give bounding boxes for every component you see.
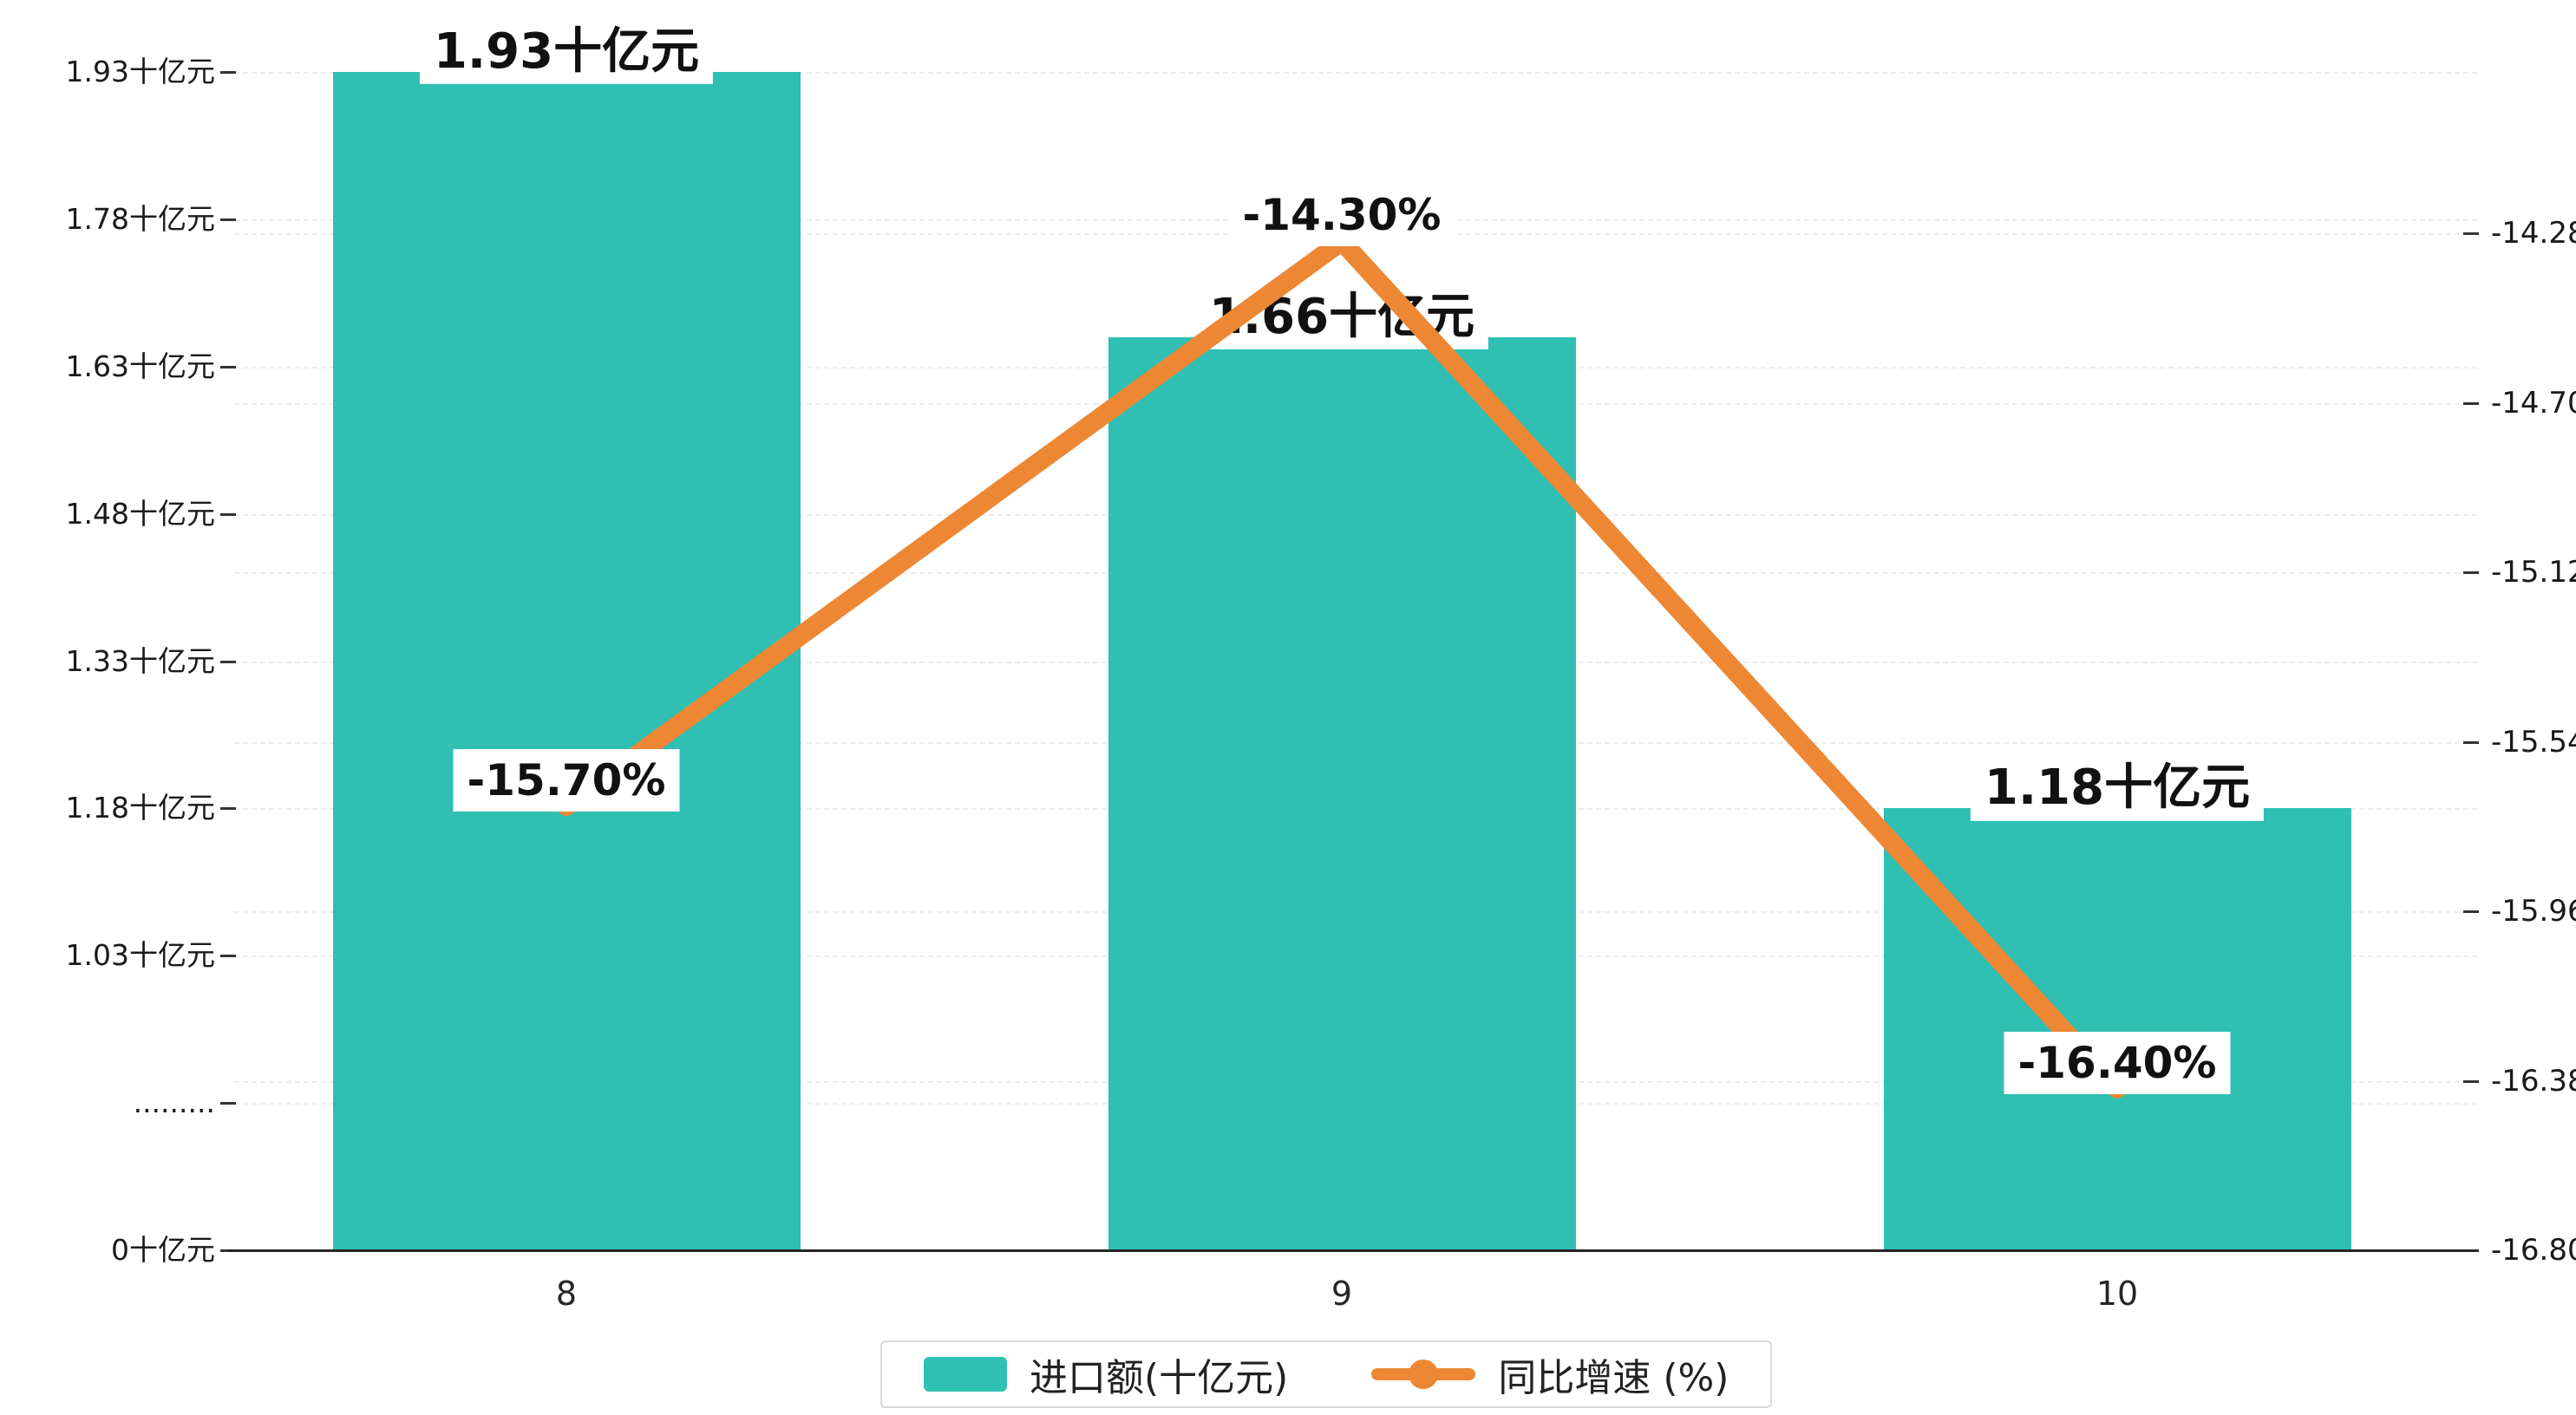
y-axis-tick-label-right: -16.80 bbox=[2491, 1233, 2576, 1268]
y-axis-tick-label-right: -14.70 bbox=[2491, 385, 2576, 421]
line-series-swatch-icon bbox=[1371, 1360, 1476, 1389]
x-axis-label: 8 bbox=[555, 1275, 578, 1313]
line-value-label: -15.70% bbox=[453, 748, 680, 812]
y-axis-tick-right bbox=[2463, 571, 2479, 574]
y-axis-tick-label-right: -15.12 bbox=[2491, 555, 2576, 590]
y-axis-tick-right bbox=[2463, 1079, 2479, 1083]
gridline bbox=[234, 72, 2477, 74]
bar-value-label: 1.18十亿元 bbox=[1970, 755, 2265, 821]
y-axis-tick-left bbox=[220, 218, 236, 221]
legend: 进口额(十亿元) 同比增速 (%) bbox=[880, 1340, 1773, 1408]
legend-item-growth[interactable]: 同比增速 (%) bbox=[1371, 1347, 1729, 1402]
bar-month-10[interactable] bbox=[1883, 808, 2351, 1250]
y-axis-tick-right bbox=[2463, 910, 2479, 913]
y-axis-tick-left bbox=[220, 1102, 236, 1105]
legend-item-imports[interactable]: 进口额(十亿元) bbox=[924, 1347, 1288, 1402]
x-axis-line bbox=[227, 1249, 2477, 1252]
y-axis-tick-left bbox=[220, 660, 236, 663]
y-axis-tick-right bbox=[2463, 232, 2479, 235]
y-axis-tick-label-left: 1.33十亿元 bbox=[65, 643, 215, 678]
y-axis-tick-right bbox=[2463, 740, 2479, 744]
bar-month-8[interactable] bbox=[332, 72, 801, 1250]
x-axis-label: 9 bbox=[1330, 1275, 1353, 1313]
growth-rate-line[interactable] bbox=[557, 231, 2127, 1099]
y-axis-tick-label-left: 1.78十亿元 bbox=[65, 201, 215, 236]
y-axis-tick-label-left: 1.03十亿元 bbox=[65, 938, 215, 973]
y-axis-tick-label-left: 1.18十亿元 bbox=[65, 791, 215, 825]
y-axis-tick-label-left: 0十亿元 bbox=[111, 1233, 215, 1267]
y-axis-tick-label-right: -15.96 bbox=[2491, 894, 2576, 929]
y-axis-tick-label-right: -15.54 bbox=[2491, 724, 2576, 760]
bar-series-swatch-icon bbox=[924, 1357, 1007, 1392]
line-value-label: -14.30% bbox=[1228, 184, 1455, 247]
line-value-label: -16.40% bbox=[2004, 1031, 2231, 1094]
x-axis-label: 10 bbox=[2095, 1275, 2139, 1313]
y-axis-tick-left bbox=[220, 71, 236, 74]
y-axis-tick-left bbox=[220, 365, 236, 368]
y-axis-break-label: ......... bbox=[133, 1086, 215, 1120]
legend-label-imports: 进口额(十亿元) bbox=[1030, 1356, 1289, 1400]
y-axis-tick-label-left: 1.48十亿元 bbox=[65, 496, 215, 531]
y-axis-tick-label-right: -16.38 bbox=[2491, 1063, 2576, 1099]
y-axis-tick-label-left: 1.63十亿元 bbox=[65, 349, 215, 383]
y-axis-tick-left bbox=[220, 807, 236, 811]
y-axis-tick-left bbox=[220, 955, 236, 958]
bar-value-label: 1.93十亿元 bbox=[419, 18, 714, 84]
line-marker-icon bbox=[1409, 1360, 1439, 1389]
legend-label-growth: 同比增速 (%) bbox=[1498, 1356, 1729, 1400]
y-axis-tick-label-right: -14.28 bbox=[2491, 216, 2576, 251]
y-axis-tick-label-left: 1.93十亿元 bbox=[65, 55, 215, 88]
bar-month-9[interactable] bbox=[1108, 336, 1576, 1250]
y-axis-tick-right bbox=[2463, 401, 2479, 405]
y-axis-tick-left bbox=[220, 512, 236, 516]
